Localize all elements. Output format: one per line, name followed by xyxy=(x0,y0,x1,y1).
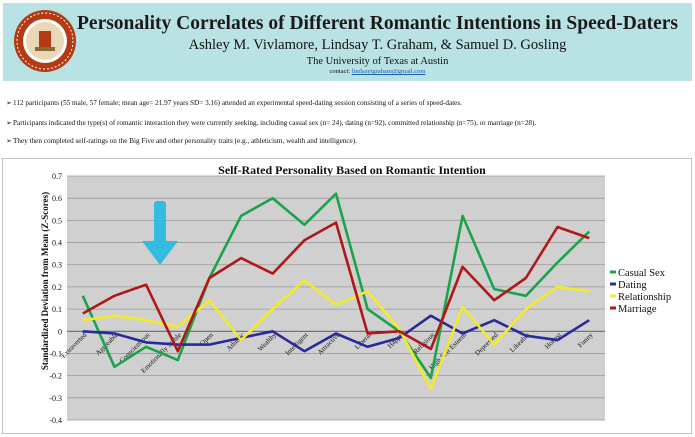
y-tick-label: 0.5 xyxy=(52,216,62,225)
series-line-relationship xyxy=(82,279,590,391)
series-line-marriage xyxy=(82,221,590,353)
bullet-item: ➢They then completed self-ratings on the… xyxy=(6,136,357,145)
y-axis-label: Standardized Deviation from Mean (Z-Scor… xyxy=(40,192,50,370)
plot-area xyxy=(67,176,605,420)
y-tick-label: 0.2 xyxy=(52,283,62,292)
y-tick-label: 0.1 xyxy=(52,305,62,314)
legend-label: Casual Sex xyxy=(618,268,666,279)
down-arrow-icon xyxy=(142,201,178,265)
bullet-text: 112 participants (55 male, 57 female; me… xyxy=(13,99,462,107)
bullet-arrow-icon: ➢ xyxy=(6,119,13,127)
poster-title: Personality Correlates of Different Roma… xyxy=(77,13,678,34)
y-tick-label: -0.4 xyxy=(49,416,62,425)
personality-line-chart: Self-Rated Personality Based on Romantic… xyxy=(2,158,692,434)
poster-authors: Ashley M. Vivlamore, Lindsay T. Graham, … xyxy=(188,37,567,53)
bullet-arrow-icon: ➢ xyxy=(6,99,13,107)
university-seal-logo xyxy=(14,10,76,72)
y-tick-label: 0.7 xyxy=(52,172,62,181)
y-tick-label: 0.4 xyxy=(52,239,62,248)
contact-label: contact: xyxy=(329,68,351,75)
bullet-text: Participants indicated the type(s) of ro… xyxy=(13,119,537,127)
legend-label: Dating xyxy=(618,280,647,291)
y-tick-label: 0.6 xyxy=(52,194,62,203)
contact-email-link[interactable]: lindsaytgraham@gmail.com xyxy=(351,68,426,75)
chart-title: Self-Rated Personality Based on Romantic… xyxy=(218,163,486,177)
bullet-item: ➢112 participants (55 male, 57 female; m… xyxy=(6,98,462,107)
y-tick-label: -0.1 xyxy=(49,349,62,358)
bullet-text: They then completed self-ratings on the … xyxy=(13,137,357,145)
y-tick-label: 0.3 xyxy=(52,261,62,270)
y-tick-label: 0 xyxy=(58,327,62,336)
legend-label: Marriage xyxy=(618,304,657,315)
bullet-arrow-icon: ➢ xyxy=(6,137,13,145)
series-line-dating xyxy=(82,314,590,353)
y-tick-label: -0.3 xyxy=(49,394,62,403)
poster-header: Personality Correlates of Different Roma… xyxy=(3,3,692,81)
contact-line: contact: lindsaytgraham@gmail.com xyxy=(63,68,692,75)
bullet-item: ➢Participants indicated the type(s) of r… xyxy=(6,118,536,127)
legend-label: Relationship xyxy=(618,292,671,303)
y-tick-label: -0.2 xyxy=(49,372,62,381)
poster-university: The University of Texas at Austin xyxy=(306,56,449,67)
